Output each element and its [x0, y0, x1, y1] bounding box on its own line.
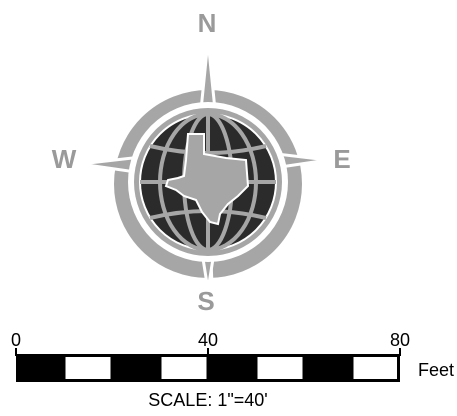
compass-label-east: E: [333, 144, 350, 174]
scale-bar-segments: [19, 357, 397, 379]
compass-label-south: S: [197, 286, 214, 316]
scale-bar-segment: [257, 357, 303, 379]
texas-shape: [164, 133, 250, 226]
scale-text: SCALE: 1"=40': [148, 390, 267, 410]
scale-bar-segment: [305, 357, 351, 379]
compass-label-west: W: [52, 144, 77, 174]
scale-tick-label-40: 40: [198, 330, 218, 350]
scale-bar: 0 40 80 Feet SCALE: 1"=40': [11, 330, 454, 410]
scale-tick-label-0: 0: [11, 330, 21, 350]
scale-bar-segment: [161, 357, 207, 379]
scale-tick-label-80: 80: [390, 330, 410, 350]
scale-bar-segment: [19, 357, 63, 379]
scale-unit-label: Feet: [418, 360, 454, 380]
compass-label-north: N: [198, 8, 217, 38]
compass-rose: N E S W: [52, 8, 351, 316]
scale-bar-segment: [113, 357, 159, 379]
scale-bar-segment: [65, 357, 111, 379]
scale-bar-segment: [353, 357, 397, 379]
globe-with-texas-outline-icon: [128, 102, 288, 262]
scale-bar-segment: [209, 357, 255, 379]
